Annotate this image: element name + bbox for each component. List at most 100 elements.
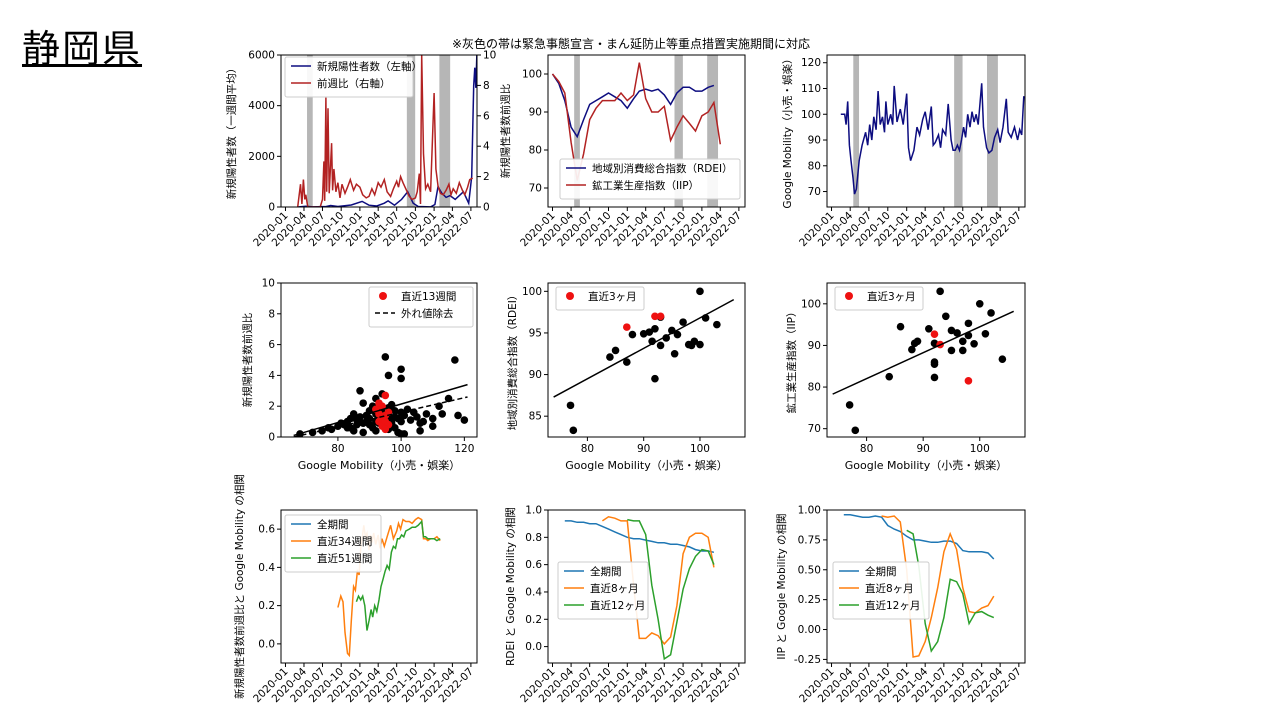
legend-box — [559, 158, 741, 200]
data-point — [343, 423, 352, 432]
y-tick-label: 0.4 — [525, 586, 542, 598]
axes-frame — [280, 54, 478, 208]
y-tick-label: 8 — [268, 308, 275, 320]
data-point — [947, 326, 956, 335]
chart-note: ※灰色の帯は緊急事態宣言・まん延防止等重点措置実施期間に対応 — [452, 37, 811, 51]
data-point — [406, 416, 415, 424]
data-point — [416, 427, 424, 435]
y-tick-label: 2 — [483, 171, 490, 183]
y-tick-label: 100 — [801, 298, 821, 310]
data-point — [958, 337, 967, 346]
legend-label: 外れ値除去 — [401, 307, 454, 320]
y-axis-label: Google Mobility（小売・娯楽） — [781, 53, 794, 208]
y-tick-label: 90 — [529, 369, 542, 381]
y-tick-label: 0.25 — [798, 594, 821, 606]
x-tick-label: 120 — [454, 443, 474, 455]
y-tick-label: 1.00 — [798, 505, 821, 517]
data-point — [566, 401, 575, 410]
legend-label: 新規陽性者数（左軸） — [317, 60, 422, 73]
y-tick-label: 0.0 — [525, 641, 542, 653]
series-line — [551, 73, 715, 139]
data-point — [359, 399, 367, 407]
data-point — [397, 417, 405, 426]
axes-frame — [826, 54, 1026, 208]
data-point — [913, 337, 922, 346]
legend-label: 直近13週間 — [401, 290, 456, 303]
data-point — [942, 312, 950, 321]
axes-frame — [826, 282, 1026, 438]
gray-band — [574, 55, 580, 207]
x-axis-label: Google Mobility（小売・娯楽） — [298, 458, 460, 472]
y-tick-label: 0.8 — [525, 532, 542, 544]
legend-label: 直近8ヶ月 — [590, 582, 639, 595]
y-tick-label: 0 — [483, 202, 490, 214]
data-point — [397, 430, 405, 437]
data-point — [397, 365, 405, 374]
data-point — [690, 337, 699, 346]
y-tick-label: 70 — [529, 183, 542, 195]
data-point — [359, 428, 367, 437]
data-point — [397, 374, 405, 383]
data-point — [384, 371, 393, 380]
data-point — [656, 341, 665, 350]
data-point — [908, 345, 916, 354]
x-tick-label: 100 — [970, 443, 990, 455]
gray-band — [987, 55, 998, 207]
data-point — [936, 287, 944, 296]
recent-point — [964, 377, 973, 385]
legend-label: 地域別消費総合指数（RDEI） — [592, 162, 733, 175]
y-tick-label: 0.0 — [258, 638, 275, 650]
data-point — [930, 339, 939, 348]
y-tick-label: 4 — [268, 370, 275, 382]
y-axis-label: RDEI と Google Mobility の相関 — [504, 507, 517, 666]
data-point — [353, 420, 361, 429]
data-point — [413, 413, 421, 421]
data-point — [628, 330, 637, 339]
data-point — [975, 300, 984, 308]
y-axis-label: IIP と Google Mobility の相関 — [775, 513, 788, 659]
x-tick-label: 90 — [916, 443, 929, 455]
series-line — [564, 520, 715, 554]
data-point — [454, 411, 462, 420]
series-line — [843, 514, 995, 560]
data-point — [679, 318, 687, 326]
series-line — [296, 55, 474, 207]
recent-point — [656, 312, 665, 321]
data-point — [987, 309, 995, 317]
y-tick-label: 85 — [529, 411, 542, 423]
data-point — [964, 319, 973, 328]
legend-box — [834, 286, 924, 311]
y-tick-label: 6000 — [248, 50, 275, 62]
data-point — [318, 427, 326, 435]
slide-title: 静岡県 — [22, 27, 143, 71]
legend-label: 鉱工業生産指数（IIP） — [592, 179, 699, 192]
y-tick-label: 90 — [529, 107, 542, 119]
legend-label: 直近34週間 — [317, 535, 372, 548]
fit-line — [293, 383, 468, 437]
legend-label: 全期間 — [317, 518, 349, 531]
y-axis-label: 鉱工業生産指数（IIP） — [785, 306, 798, 413]
series-line — [601, 515, 715, 646]
series-line — [840, 83, 1025, 195]
y-tick-label: 0.6 — [525, 559, 542, 571]
y-tick-label: 110 — [801, 83, 821, 95]
data-point — [651, 374, 659, 383]
legend-label: 全期間 — [865, 565, 897, 578]
gray-band — [307, 55, 313, 207]
y-tick-label: 10 — [483, 50, 496, 62]
axes-frame — [826, 509, 1026, 664]
y-tick-label: 0.2 — [525, 614, 542, 626]
fit-line — [553, 298, 735, 398]
axes-frame — [547, 54, 746, 208]
x-axis-label: Google Mobility（小売・娯楽） — [845, 458, 1007, 472]
y-tick-label: 0.2 — [258, 600, 275, 612]
data-point — [611, 346, 620, 355]
data-point — [569, 426, 578, 435]
data-point — [349, 427, 358, 435]
x-axis-label: Google Mobility（小売・娯楽） — [565, 458, 727, 472]
data-point — [947, 346, 956, 355]
data-point — [651, 324, 659, 333]
data-point — [713, 320, 721, 329]
y-tick-label: 2000 — [248, 151, 275, 163]
gray-band — [707, 55, 719, 207]
